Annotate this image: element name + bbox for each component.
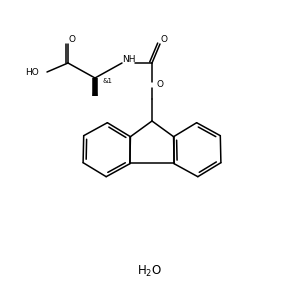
Text: &1: &1	[102, 78, 112, 84]
Text: H$_2$O: H$_2$O	[138, 263, 163, 279]
Text: O: O	[68, 35, 76, 44]
Text: HO: HO	[25, 67, 39, 76]
Polygon shape	[92, 78, 97, 96]
Text: NH: NH	[122, 54, 136, 64]
Text: O: O	[161, 35, 167, 44]
Text: O: O	[156, 80, 164, 89]
